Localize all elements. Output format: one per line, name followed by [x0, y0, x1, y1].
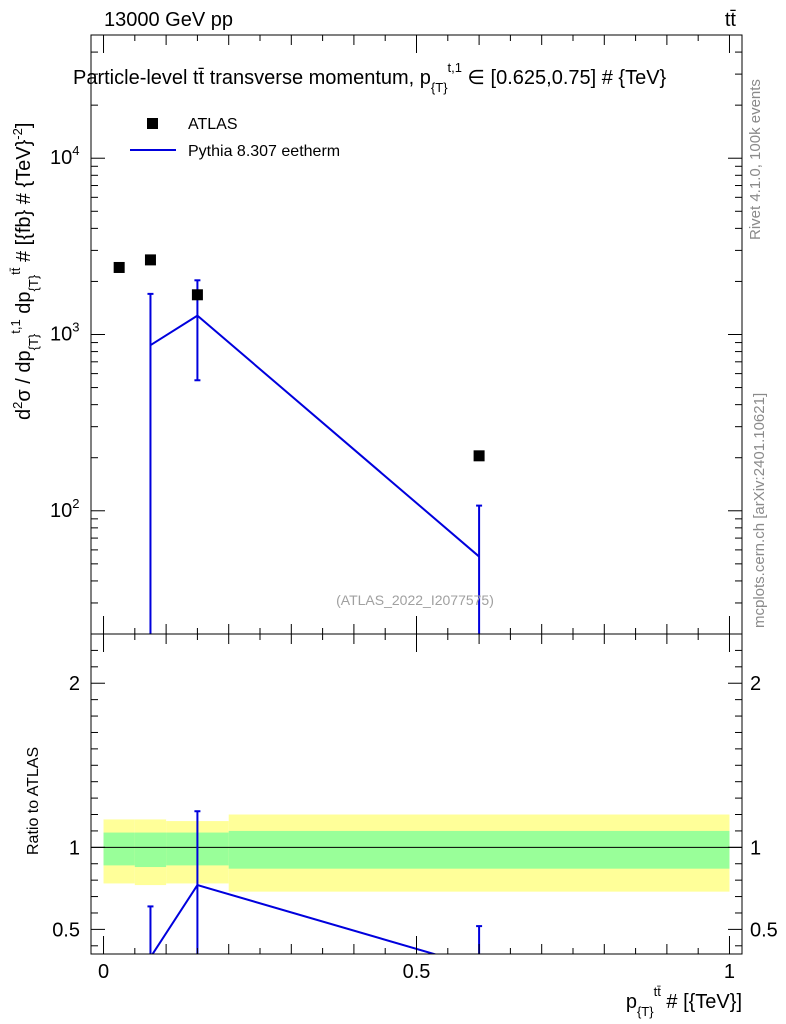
- main-y-tick-label: 102: [50, 496, 79, 522]
- main-title: Particle-level tt̄ transverse momentum, …: [73, 60, 667, 95]
- main-y-tick-base: 10: [50, 324, 72, 346]
- ratio-y-tick-label-right: 0.5: [750, 919, 778, 941]
- ratio-y-axis-label: Ratio to ATLAS: [25, 747, 42, 855]
- atlas-data-point: [144, 254, 156, 266]
- uncertainty-band-inner: [103, 832, 135, 866]
- ratio-axis-ticks: [91, 634, 742, 954]
- rivet-version-label: Rivet 4.1.0, 100k events: [747, 79, 764, 240]
- legend-mc-label: Pythia 8.307 eetherm: [188, 143, 340, 160]
- ratio-panel: 0.5 0.5 1 1 2 2 0 0.5 1 Ratio to ATLAS p{T}tt̄ #…: [25, 633, 778, 1019]
- legend-data-label: ATLAS: [188, 116, 238, 133]
- ratio-y-tick-label-left: 1: [69, 837, 80, 859]
- legend: ATLAS Pythia 8.307 eetherm: [130, 116, 340, 160]
- x-tick-label: 0: [98, 961, 109, 983]
- main-y-tick-exponent: 3: [72, 320, 79, 335]
- atlas-data-point: [191, 289, 203, 301]
- ratio-y-tick-label-left: 0.5: [52, 919, 80, 941]
- process-label: tt̄: [725, 9, 737, 31]
- main-y-tick-exponent: 4: [72, 143, 79, 158]
- main-y-axis-label: d2σ / dp{T}t,1 dp{T}tt̄ # [{fb} # {TeV}-…: [8, 123, 41, 420]
- source-label: mcplots.cern.ch [arXiv:2401.10621]: [751, 393, 768, 628]
- main-y-tick-base: 10: [50, 500, 72, 522]
- main-y-tick-label: 104: [50, 143, 79, 169]
- main-y-tick-label: 103: [50, 320, 79, 346]
- uncertainty-band-inner: [134, 832, 167, 868]
- x-tick-label: 0.5: [403, 961, 431, 983]
- ratio-frame: [90, 633, 743, 955]
- x-axis-label: p{T}tt̄ # [{TeV}]: [626, 984, 742, 1019]
- mc-line: [149, 314, 480, 558]
- main-y-tick-base: 10: [50, 147, 72, 169]
- energy-label: 13000 GeV pp: [104, 9, 233, 31]
- main-y-tick-exponent: 2: [72, 496, 79, 511]
- atlas-data-point: [113, 261, 125, 273]
- ratio-y-tick-label-left: 2: [69, 673, 80, 695]
- main-plot-content: [113, 254, 485, 634]
- main-axis-ticks: [91, 34, 742, 635]
- atlas-data-point: [473, 450, 485, 462]
- ratio-plot-content: [91, 810, 742, 954]
- uncertainty-band-inner: [228, 830, 730, 869]
- ratio-y-tick-label-right: 2: [750, 673, 761, 695]
- analysis-watermark: (ATLAS_2022_I2077575): [336, 592, 494, 608]
- ratio-y-tick-label-right: 1: [750, 837, 761, 859]
- x-tick-label: 1: [724, 961, 735, 983]
- ratio-mc-line: [151, 883, 438, 954]
- ratio-tick-labels: 0.5 0.5 1 1 2 2 0 0.5 1: [52, 673, 778, 983]
- legend-data-marker: [147, 118, 158, 129]
